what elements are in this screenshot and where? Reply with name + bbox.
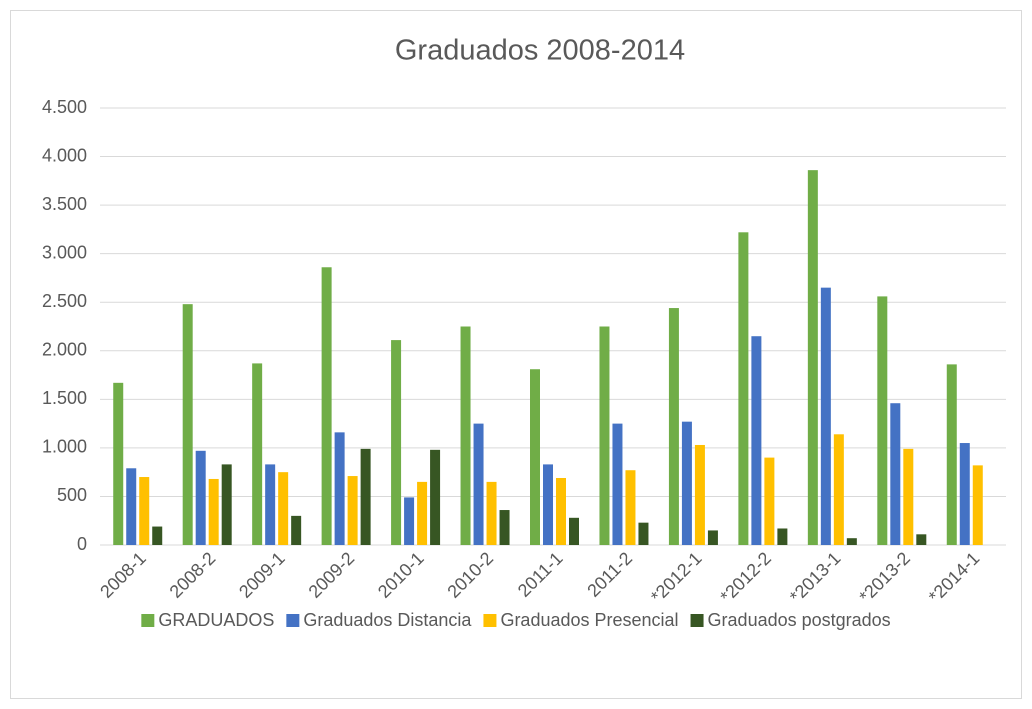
bar (347, 476, 358, 545)
bar (556, 477, 566, 545)
bar (417, 481, 428, 545)
bar (499, 510, 510, 545)
bar (543, 464, 553, 545)
bar (946, 364, 957, 545)
legend-label: Graduados Presencial (500, 610, 678, 630)
bar (221, 464, 232, 545)
bar (460, 326, 471, 545)
bar (707, 530, 718, 545)
bar (877, 296, 888, 545)
bar (265, 464, 276, 545)
legend-swatch (286, 614, 300, 627)
bar (334, 432, 345, 545)
bar (612, 423, 623, 545)
y-tick-label: 2.500 (42, 291, 87, 311)
bar (694, 444, 705, 545)
y-tick-label: 3.500 (42, 194, 87, 214)
bar (152, 526, 163, 545)
y-tick-label: 3.000 (42, 242, 87, 262)
chart-border (10, 10, 1022, 699)
bar (903, 448, 914, 545)
y-tick-label: 4.500 (42, 97, 87, 117)
bar (668, 308, 679, 545)
bar (890, 403, 901, 545)
bar (530, 369, 540, 545)
bar (764, 457, 775, 545)
bar (738, 232, 749, 545)
legend-label: Graduados postgrados (708, 610, 891, 630)
legend-swatch (690, 614, 704, 627)
bar (959, 443, 970, 545)
bar (638, 522, 649, 545)
bar (391, 340, 402, 545)
bar (126, 468, 137, 545)
y-tick-label: 2.000 (42, 340, 87, 360)
bar (182, 304, 193, 545)
legend: GRADUADOS Graduados Distancia Graduados Pr… (141, 610, 891, 630)
y-tick-label: 1.000 (42, 437, 87, 457)
bar (113, 382, 124, 545)
bar (846, 538, 857, 545)
bar (404, 497, 415, 545)
bar (291, 515, 302, 545)
legend-swatch (141, 614, 155, 627)
bar (625, 470, 636, 545)
bar (486, 481, 497, 545)
bar (278, 472, 289, 545)
bar (252, 363, 263, 545)
chart-title: Graduados 2008-2014 (395, 35, 685, 67)
y-tick-label: 1.500 (42, 388, 87, 408)
bar (195, 450, 206, 545)
bar (473, 423, 484, 545)
y-tick-label: 500 (57, 485, 87, 505)
legend-label: GRADUADOS (158, 610, 274, 630)
bar (360, 448, 371, 545)
bar (751, 336, 762, 545)
y-tick-label: 4.000 (42, 145, 87, 165)
legend-label: Graduados Distancia (303, 610, 472, 630)
bar (972, 465, 983, 545)
bar (208, 478, 219, 545)
bar (777, 528, 788, 545)
bar (321, 267, 332, 545)
bar (820, 287, 831, 545)
legend-swatch (483, 614, 497, 627)
bar (139, 477, 150, 545)
y-tick-label: 0 (77, 534, 87, 554)
bar (569, 517, 579, 545)
bar (833, 434, 844, 545)
bar (599, 326, 610, 545)
bar (430, 449, 441, 545)
bar (807, 170, 818, 545)
bar (681, 421, 692, 545)
bar (916, 534, 927, 545)
